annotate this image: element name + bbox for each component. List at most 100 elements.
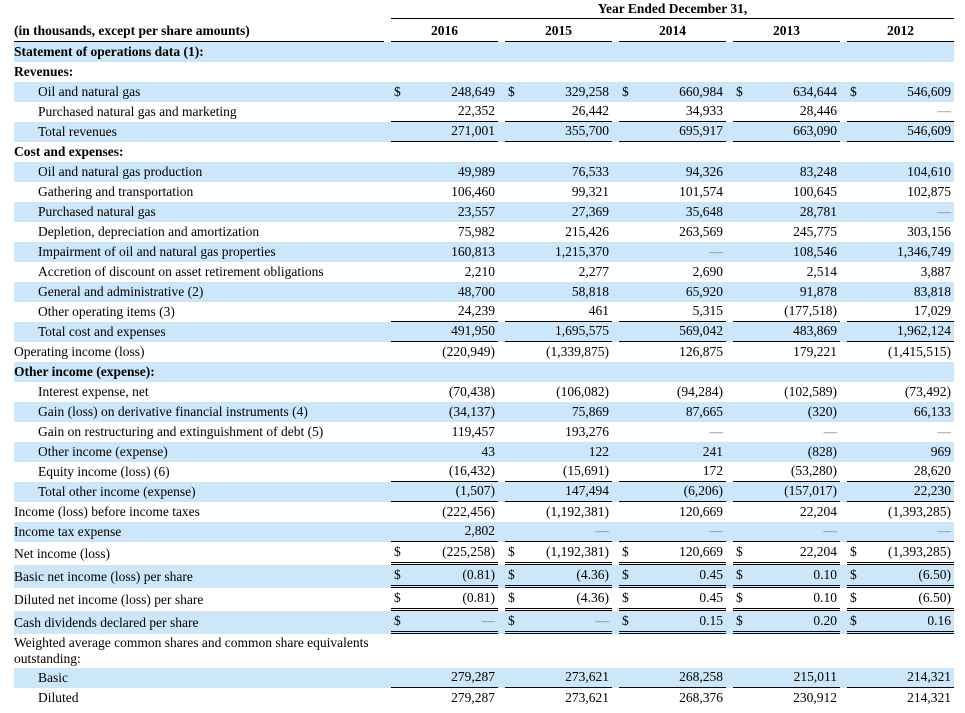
value-cell: (106,082) bbox=[505, 384, 612, 402]
value-cell: 241 bbox=[619, 444, 726, 462]
cell-value: 147,494 bbox=[565, 483, 609, 498]
value-cell: 28,620 bbox=[847, 463, 954, 482]
cell-value: 329,258 bbox=[565, 84, 609, 99]
table-row: Gain (loss) on derivative financial inst… bbox=[14, 402, 954, 422]
value-cell: 2,210 bbox=[391, 264, 498, 282]
value-cell: $ (1,192,381) bbox=[505, 544, 612, 565]
cell-value: (6.50) bbox=[918, 590, 951, 605]
row-label: Total other income (expense) bbox=[38, 484, 196, 499]
cell-value: (15,691) bbox=[562, 463, 609, 478]
value-cell: 101,574 bbox=[619, 184, 726, 202]
value-cell: 193,276 bbox=[505, 424, 612, 442]
dollar-sign: $ bbox=[736, 544, 743, 559]
value-cell: 263,569 bbox=[619, 224, 726, 242]
value-cell: 179,221 bbox=[733, 344, 840, 362]
table-row: Gain on restructuring and extinguishment… bbox=[14, 422, 954, 442]
cell-value: (0.81) bbox=[462, 567, 495, 582]
row-label: Gain (loss) on derivative financial inst… bbox=[38, 404, 308, 419]
value-cell: (102,589) bbox=[733, 384, 840, 402]
cell-value: — bbox=[481, 613, 496, 628]
cell-value: 28,781 bbox=[799, 204, 837, 219]
cell-value: (222,456) bbox=[442, 504, 495, 519]
cell-value: — bbox=[937, 523, 952, 538]
value-cell: (1,192,381) bbox=[505, 504, 612, 522]
cell-value: 215,426 bbox=[565, 224, 609, 239]
cell-value: 22,352 bbox=[457, 103, 495, 118]
cell-value: 100,645 bbox=[793, 184, 837, 199]
cell-value: (1,192,381) bbox=[546, 544, 609, 559]
cell-value: 0.45 bbox=[699, 567, 723, 582]
dollar-sign: $ bbox=[622, 84, 629, 99]
value-cell: — bbox=[619, 523, 726, 542]
value-cell: (177,518) bbox=[733, 303, 840, 322]
value-cell: $120,669 bbox=[619, 544, 726, 565]
value-cell: (16,432) bbox=[391, 463, 498, 482]
value-cell: — bbox=[733, 523, 840, 542]
cell-value: — bbox=[937, 103, 952, 118]
value-cell: 569,042 bbox=[619, 323, 726, 342]
value-cell: 99,321 bbox=[505, 184, 612, 202]
value-cell: 279,287 bbox=[391, 669, 498, 688]
value-cell: 91,878 bbox=[733, 284, 840, 302]
value-cell: 268,376 bbox=[619, 690, 726, 708]
row-label: Total revenues bbox=[38, 124, 117, 139]
cell-value: 104,610 bbox=[907, 164, 951, 179]
cell-value: (225,258) bbox=[442, 544, 495, 559]
cell-value: 969 bbox=[930, 444, 951, 459]
value-cell: 695,917 bbox=[619, 123, 726, 142]
table-header-row-1: Year Ended December 31, bbox=[14, 1, 954, 19]
value-cell: 34,933 bbox=[619, 103, 726, 122]
cell-value: 0.10 bbox=[813, 567, 837, 582]
value-cell: $660,984 bbox=[619, 84, 726, 102]
value-cell: 27,369 bbox=[505, 204, 612, 222]
value-cell: 28,446 bbox=[733, 103, 840, 122]
cell-value: 279,287 bbox=[451, 690, 495, 705]
cell-value: 75,869 bbox=[571, 404, 609, 419]
table-row: Cash dividends declared per share $ — $ — $0.… bbox=[14, 611, 954, 634]
cell-value: 87,665 bbox=[685, 404, 723, 419]
table-row: Diluted net income (loss) per share $ (0.8… bbox=[14, 588, 954, 611]
cell-value: (6.50) bbox=[918, 567, 951, 582]
cell-value: 43 bbox=[481, 444, 496, 459]
cell-value: 17,029 bbox=[913, 303, 951, 318]
cell-value: 28,620 bbox=[913, 463, 951, 478]
table-row: Equity income (loss) (6) (16,432) (15,691)… bbox=[14, 462, 954, 482]
dollar-sign: $ bbox=[850, 567, 857, 582]
dollar-sign: $ bbox=[394, 567, 401, 582]
value-cell: 24,239 bbox=[391, 303, 498, 322]
cell-value: (4.36) bbox=[576, 590, 609, 605]
cell-value: 303,156 bbox=[907, 224, 951, 239]
cell-value: 22,230 bbox=[913, 483, 951, 498]
value-cell: 106,460 bbox=[391, 184, 498, 202]
table-row: Weighted average common shares and commo… bbox=[14, 634, 954, 668]
cell-value: (16,432) bbox=[448, 463, 495, 478]
cell-value: 83,248 bbox=[799, 164, 837, 179]
cell-value: 263,569 bbox=[679, 224, 723, 239]
cell-value: (1,415,515) bbox=[888, 344, 951, 359]
value-cell: 100,645 bbox=[733, 184, 840, 202]
value-cell: $0.15 bbox=[619, 613, 726, 634]
cell-value: 0.10 bbox=[813, 590, 837, 605]
table-row: Depletion, depreciation and amortization… bbox=[14, 222, 954, 242]
cell-value: 2,277 bbox=[578, 264, 609, 279]
value-cell: $22,204 bbox=[733, 544, 840, 565]
value-cell: 215,011 bbox=[733, 669, 840, 688]
cell-value: 214,321 bbox=[907, 690, 951, 705]
value-cell: 1,346,749 bbox=[847, 244, 954, 262]
value-cell: $ (225,258) bbox=[391, 544, 498, 565]
value-cell: 76,533 bbox=[505, 164, 612, 182]
cell-value: — bbox=[823, 424, 838, 439]
table-row: Statement of operations data (1): bbox=[14, 42, 954, 62]
cell-value: 268,258 bbox=[679, 669, 723, 684]
table-row: Operating income (loss) (220,949) (1,339,8… bbox=[14, 342, 954, 362]
cell-value: 461 bbox=[588, 303, 609, 318]
value-cell: 126,875 bbox=[619, 344, 726, 362]
cell-value: 102,875 bbox=[907, 184, 951, 199]
cell-value: — bbox=[709, 523, 724, 538]
value-cell: (222,456) bbox=[391, 504, 498, 522]
cell-value: (1,192,381) bbox=[546, 504, 609, 519]
value-cell: 546,609 bbox=[847, 123, 954, 142]
cell-value: (1,507) bbox=[455, 483, 495, 498]
table-row: Gathering and transportation 106,460 99,32… bbox=[14, 182, 954, 202]
table-row: Impairment of oil and natural gas proper… bbox=[14, 242, 954, 262]
